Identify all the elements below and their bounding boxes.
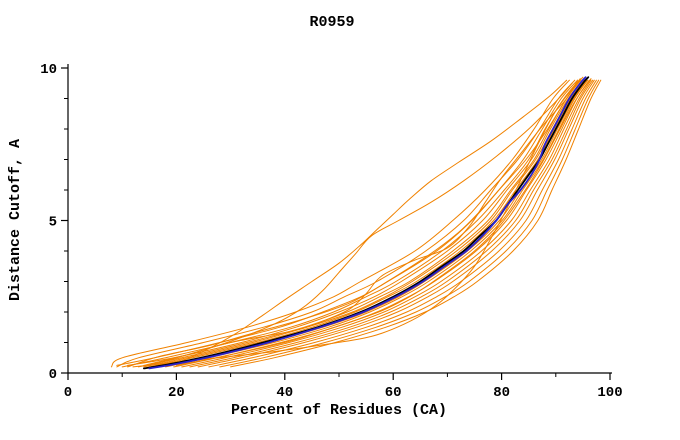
series-curve-model-22 xyxy=(127,78,581,368)
x-tick-label: 60 xyxy=(385,385,402,401)
x-tick-label: 0 xyxy=(64,385,72,401)
series-curve-reference-black xyxy=(143,76,590,370)
series-curve-model-18 xyxy=(175,79,568,365)
series-curve-model-05 xyxy=(127,79,582,366)
series-curve-model-14 xyxy=(197,79,595,368)
series-curve-model-01 xyxy=(110,79,570,368)
series-curve-model-15 xyxy=(208,79,597,368)
series-curve-reference-blue xyxy=(148,76,587,370)
series-curve-model-17 xyxy=(230,79,602,368)
x-tick-label: 80 xyxy=(493,385,510,401)
chart-title: R0959 xyxy=(309,14,354,31)
plot-area: 0 20 40 60 80 100 0 5 10 xyxy=(40,62,622,401)
series-curve-model-16 xyxy=(219,79,600,368)
x-axis-label: Percent of Residues (CA) xyxy=(231,402,447,419)
series-curve-model-10 xyxy=(165,79,589,368)
series-curve-model-09 xyxy=(159,79,588,368)
series-curve-model-11 xyxy=(173,79,590,368)
x-tick-label: 20 xyxy=(168,385,185,401)
series-curve-model-19 xyxy=(132,76,584,368)
series-curve-model-23 xyxy=(175,78,592,366)
y-tick-label: 5 xyxy=(49,215,57,231)
x-tick-label: 100 xyxy=(597,385,622,401)
series-curve-model-08 xyxy=(148,79,585,368)
x-tick-label: 40 xyxy=(276,385,293,401)
series-curve-model-12 xyxy=(181,79,592,368)
series-curve-model-20 xyxy=(143,79,578,366)
series-curve-model-13 xyxy=(189,79,594,368)
y-axis-label: Distance Cutoff, A xyxy=(7,139,24,301)
y-tick-label: 10 xyxy=(40,62,57,78)
y-tick-label: 0 xyxy=(49,367,57,383)
series-curve-model-06 xyxy=(138,79,583,368)
